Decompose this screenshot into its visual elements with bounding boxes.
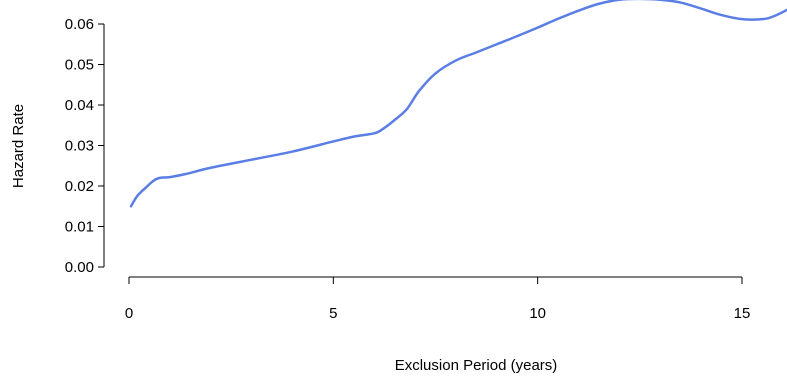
x-axis-ticks: 0 5 10 15 — [125, 277, 751, 322]
x-tick-label-0: 0 — [125, 305, 133, 322]
hazard-rate-line — [129, 0, 787, 208]
x-tick-label-2: 10 — [529, 305, 546, 322]
y-tick-label-2: 0.02 — [65, 178, 94, 195]
y-tick-label-4: 0.04 — [65, 97, 94, 114]
x-axis-title: Exclusion Period (years) — [395, 357, 558, 374]
x-tick-label-1: 5 — [329, 305, 337, 322]
x-tick-label-3: 15 — [734, 305, 751, 322]
y-tick-label-0: 0.00 — [65, 259, 94, 276]
y-tick-label-3: 0.03 — [65, 138, 94, 155]
y-tick-label-1: 0.01 — [65, 219, 94, 236]
y-axis-ticks: 0.00 0.01 0.02 0.03 0.04 0.05 0.06 — [65, 16, 104, 276]
y-axis-title: Hazard Rate — [10, 104, 27, 188]
y-tick-label-5: 0.05 — [65, 57, 94, 74]
y-tick-label-6: 0.06 — [65, 16, 94, 33]
